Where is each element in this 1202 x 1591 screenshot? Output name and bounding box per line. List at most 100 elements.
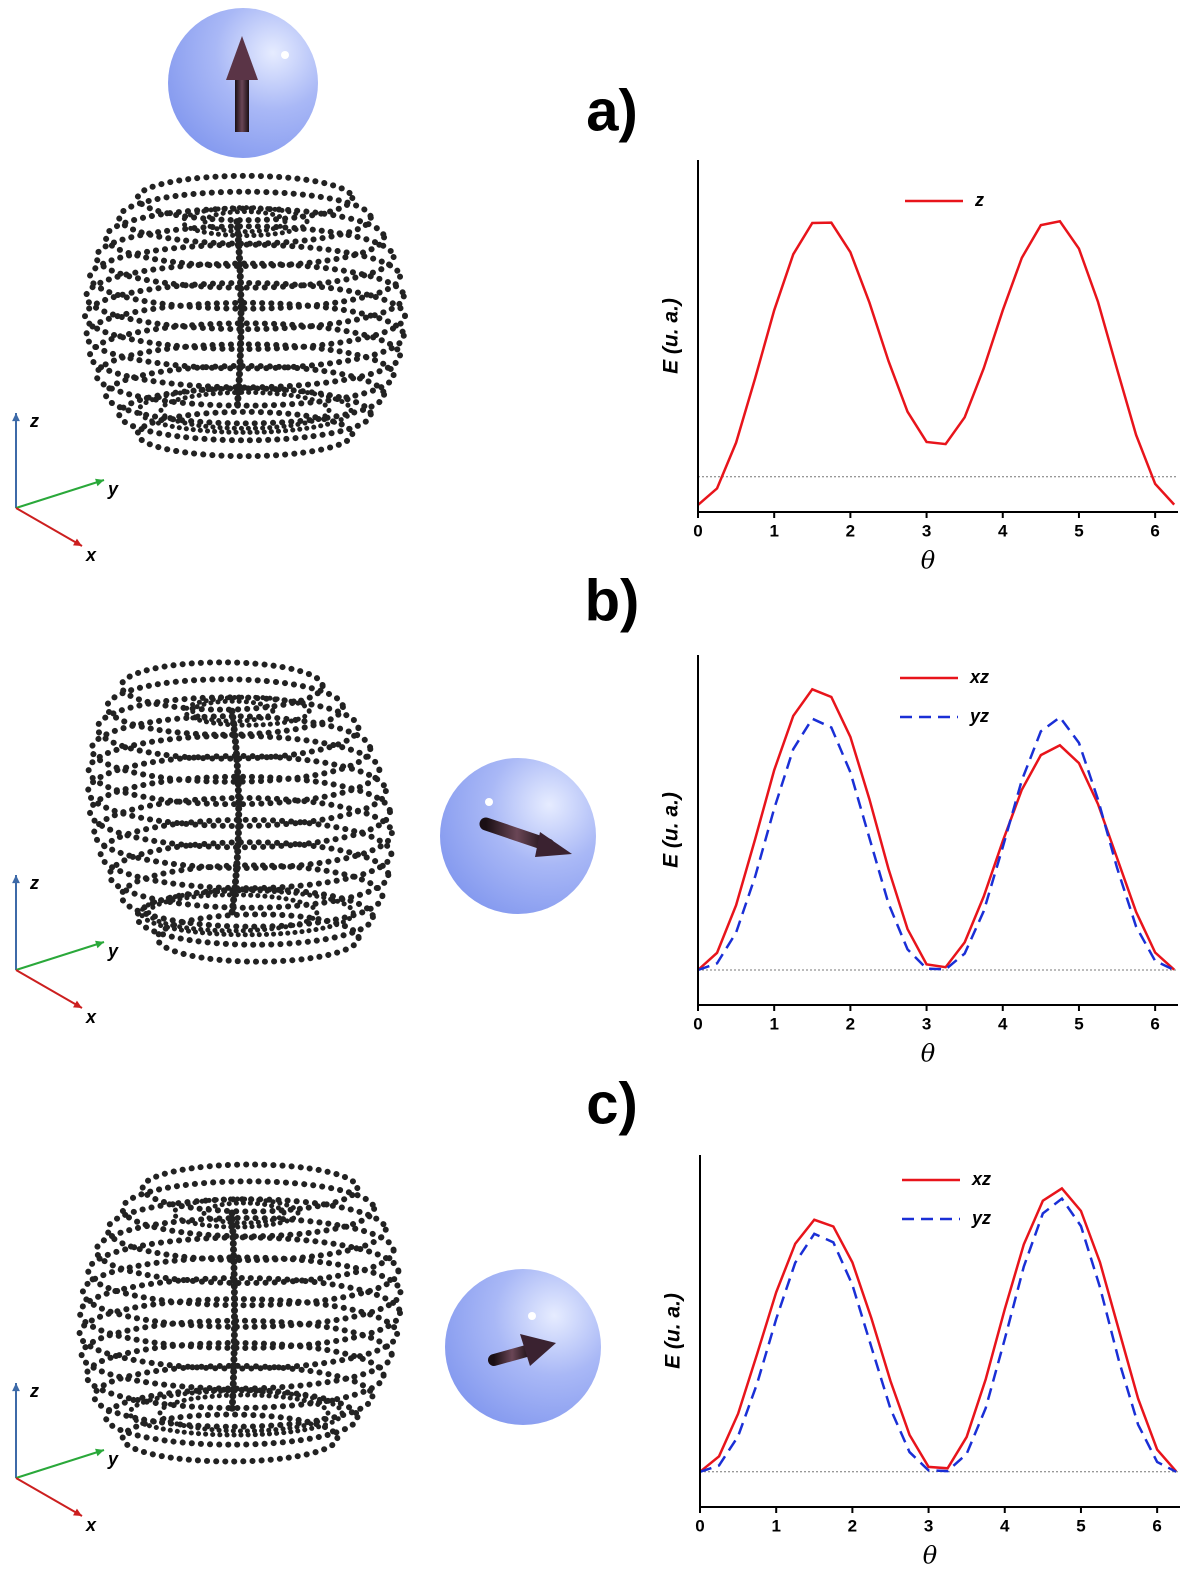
data-line [697,715,1175,972]
triad-label: y [107,1449,119,1469]
triad-label: y [107,941,119,961]
x-axis-label: θ [921,1040,936,1068]
ring [171,1196,301,1230]
ring [93,1214,397,1287]
triad-head [12,875,20,884]
triad-axis [15,507,83,547]
x-tick-label: 0 [695,1516,704,1535]
ring [93,341,397,409]
ring [154,911,362,965]
panel-label: c) [586,1071,638,1136]
ring [106,839,392,911]
x-axis-label: θ [921,547,936,575]
torus [76,1161,404,1465]
triad-label: x [85,1007,97,1027]
triad-label: y [107,479,119,499]
x-tick-label: 2 [846,1014,855,1033]
ring [76,1296,401,1372]
ring [158,389,332,431]
ring [202,209,288,235]
y-axis-label: E (u. a.) [662,1293,685,1369]
ring [201,1200,287,1226]
triad-label: z [29,1381,39,1401]
triad-label: x [85,545,97,565]
x-axis-label: θ [923,1542,938,1570]
legend-label: z [974,190,984,210]
ring [136,385,354,435]
ring [104,1196,389,1264]
x-tick-label: 3 [922,521,931,540]
ring [97,816,395,892]
triad-head [73,1508,82,1516]
legend-label: xz [969,667,989,687]
triad-label: z [29,873,39,893]
x-tick-label: 3 [922,1014,931,1033]
ring [85,1234,402,1309]
x-tick-label: 0 [693,521,702,540]
triad-head [12,413,20,422]
x-tick-label: 5 [1076,1516,1085,1535]
sphere [440,758,596,914]
data-line [699,1196,1177,1473]
ring [134,408,356,460]
x-tick-label: 5 [1074,521,1083,540]
ring [91,794,395,872]
triad-head [73,1000,82,1008]
ring [146,892,320,934]
sphere [168,8,318,158]
ring [86,241,404,312]
ring [119,1178,378,1240]
triad-axis [15,1477,83,1517]
ring [116,385,374,444]
ring [134,886,376,948]
ring [138,888,356,938]
core [228,707,243,917]
core [233,218,245,414]
panel-label: b) [585,568,640,633]
x-tick-label: 6 [1150,521,1159,540]
x-tick-label: 1 [769,1014,778,1033]
torus [85,659,395,965]
ring [116,188,374,247]
x-tick-label: 1 [771,1516,780,1535]
x-tick-label: 6 [1152,1516,1161,1535]
data-line [699,1186,1178,1473]
x-tick-label: 2 [848,1516,857,1535]
legend-label: yz [969,706,989,726]
ring [83,299,407,372]
ring [139,1161,361,1215]
ring [79,1254,404,1330]
coordinate-triad: z y x [12,1381,119,1535]
torus [82,172,408,460]
x-tick-label: 2 [846,521,855,540]
ring [91,1362,376,1430]
triad-axis [15,941,105,971]
triad-axis [15,479,105,509]
triad-label: z [29,411,39,431]
x-tick-label: 1 [769,521,778,540]
x-tick-label: 0 [693,1014,702,1033]
x-tick-label: 6 [1150,1014,1159,1033]
x-tick-label: 5 [1074,1014,1083,1033]
x-tick-label: 3 [924,1516,933,1535]
ring [118,862,386,930]
ring [83,260,407,333]
data-line [697,687,1176,971]
decor: z y x z y x z y x [12,172,408,1535]
ring [93,223,397,291]
triad-axis [15,1449,105,1479]
coordinate-triad: z y x [12,873,119,1027]
legend-label: xz [971,1169,991,1189]
ring [77,1275,403,1351]
triad-head [73,538,82,546]
y-axis-label: E (u. a.) [660,298,683,374]
x-tick-label: 4 [1000,1516,1010,1535]
ring [182,694,312,728]
coordinate-triad: z y x [12,411,119,565]
y-axis-label: E (u. a.) [660,792,683,868]
ring [180,205,310,239]
ring [134,172,356,224]
triad-head [95,940,104,949]
ring [82,279,408,353]
